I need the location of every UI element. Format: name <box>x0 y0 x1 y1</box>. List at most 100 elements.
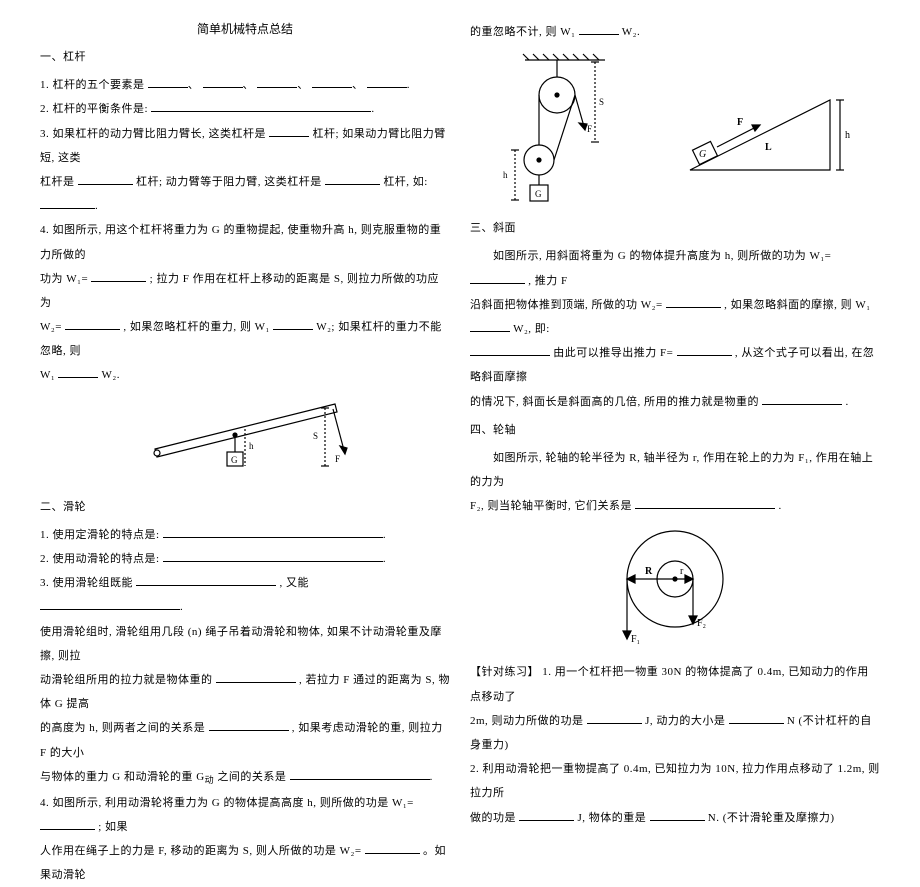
text: 的高度为 h, 则两者之间的关系是 <box>40 722 205 734</box>
blank <box>163 526 383 538</box>
blank <box>312 76 352 88</box>
blank <box>136 574 276 586</box>
text: J, 物体的重是 <box>578 812 647 824</box>
text: 之间的关系是 <box>217 771 286 783</box>
blank <box>365 842 420 854</box>
text: 杠杆; 动力臂等于阻力臂, 这类杠杆是 <box>136 176 322 188</box>
text: 4. 如图所示, 用这个杠杆将重力为 G 的重物提起, 使重物升高 h, 则克服… <box>40 224 441 260</box>
svg-text:F₂: F₂ <box>697 618 706 629</box>
text: ; 如果 <box>98 821 128 833</box>
svg-text:S: S <box>599 97 604 107</box>
sec2-p4: 4. 如图所示, 利用动滑轮将重力为 G 的物体提高高度 h, 则所做的功是 W… <box>40 791 450 839</box>
sec2-p3-4: 的高度为 h, 则两者之间的关系是 , 如果考虑动滑轮的重, 则拉力 F 的大小 <box>40 716 450 764</box>
sec1-p4-3: W₂= , 如果忽略杠杆的重力, 则 W₁ W₂; 如果杠杆的重力不能忽略, 则 <box>40 315 450 363</box>
text: 由此可以推导出推力 F= <box>553 347 673 359</box>
text: 4. 如图所示, 利用动滑轮将重力为 G 的物体提高高度 h, 则所做的功是 W… <box>40 797 414 809</box>
blank <box>635 497 775 509</box>
page-title: 简单机械特点总结 <box>40 20 450 37</box>
section-3-heading: 三、斜面 <box>470 216 880 240</box>
blank <box>40 818 95 830</box>
figure-lever: G h S F <box>135 394 355 489</box>
sec2-p3: 3. 使用滑轮组既能 , 又能 . <box>40 571 450 619</box>
text: 3. 使用滑轮组既能 <box>40 577 133 589</box>
blank <box>587 712 642 724</box>
svg-text:S: S <box>313 431 318 441</box>
left-column: 简单机械特点总结 一、杠杆 1. 杠杆的五个要素是 、 、 、 、 . 2. 杠… <box>30 20 460 630</box>
text: 2. 利用动滑轮把一重物提高了 0.4m, 已知拉力为 10N, 拉力作用点移动… <box>470 763 880 799</box>
text: 2. 杠杆的平衡条件是: <box>40 103 148 115</box>
text: 【针对练习】 <box>470 666 539 678</box>
blank <box>762 393 842 405</box>
svg-text:F₁: F₁ <box>631 634 640 645</box>
svg-text:R: R <box>645 566 653 577</box>
text: 杠杆, 如: <box>383 176 428 188</box>
blank <box>273 318 313 330</box>
sec4-p1: 如图所示, 轮轴的轮半径为 R, 轴半径为 r, 作用在轮上的力为 F₁, 作用… <box>470 446 880 494</box>
sec3-p1-4: 的情况下, 斜面长是斜面高的几倍, 所用的推力就是物重的 . <box>470 390 880 414</box>
text: , 又能 <box>280 577 310 589</box>
text: W₂= <box>40 321 62 333</box>
blank <box>148 76 188 88</box>
text: 沿斜面把物体推到顶端, 所做的功 W₂= <box>470 299 663 311</box>
blank <box>163 550 383 562</box>
practice-p2-2: 做的功是 J, 物体的重是 N. (不计滑轮重及摩擦力) <box>470 806 880 830</box>
sec1-p3-2: 杠杆是 杠杆; 动力臂等于阻力臂, 这类杠杆是 杠杆, 如: . <box>40 170 450 218</box>
text: W₂. <box>622 26 640 38</box>
text: 2m, 则动力所做的功是 <box>470 715 584 727</box>
sub: 动 <box>205 775 215 785</box>
practice-heading: 【针对练习】 1. 用一个杠杆把一物重 30N 的物体提高了 0.4m, 已知动… <box>470 660 880 708</box>
text: 1. 杠杆的五个要素是 <box>40 79 145 91</box>
text: 与物体的重力 G 和动滑轮的重 G <box>40 771 205 783</box>
sec3-p1: 如图所示, 用斜面将重为 G 的物体提升高度为 h, 则所做的功为 W₁= , … <box>470 244 880 292</box>
blank <box>58 366 98 378</box>
blank <box>216 671 296 683</box>
text: 人作用在绳子上的力是 F, 移动的距离为 S, 则人所做的功是 W₂= <box>40 845 362 857</box>
text: 如图所示, 轮轴的轮半径为 R, 轴半径为 r, 作用在轮上的力为 F₁, 作用… <box>470 452 873 488</box>
text: 3. 如果杠杆的动力臂比阻力臂长, 这类杠杆是 <box>40 128 266 140</box>
svg-text:F: F <box>587 124 592 134</box>
col2-topline: 的重忽略不计, 则 W₁ W₂. <box>470 20 880 44</box>
blank <box>666 296 721 308</box>
blank <box>40 197 95 209</box>
text: 杠杆是 <box>40 176 75 188</box>
blank <box>290 768 430 780</box>
right-column: 的重忽略不计, 则 W₁ W₂. G <box>460 20 890 630</box>
text: 动滑轮组所用的拉力就是物体重的 <box>40 674 213 686</box>
svg-text:h: h <box>249 441 254 451</box>
blank <box>470 344 550 356</box>
sec4-p1-2: F₂, 则当轮轴平衡时, 它们关系是 . <box>470 494 880 518</box>
blank <box>209 719 289 731</box>
sec1-p4-2: 功为 W₁= ; 拉力 F 作用在杠杆上移动的距离是 S, 则拉力所做的功应为 <box>40 267 450 315</box>
sec2-p4-2: 人作用在绳子上的力是 F, 移动的距离为 S, 则人所做的功是 W₂= 。如果动… <box>40 839 450 887</box>
blank <box>470 272 525 284</box>
blank <box>677 344 732 356</box>
sec1-p1: 1. 杠杆的五个要素是 、 、 、 、 . <box>40 73 450 97</box>
section-2-heading: 二、滑轮 <box>40 495 450 519</box>
svg-text:h: h <box>503 170 508 180</box>
figure-wheel-axle: R r F₁ F₂ <box>595 524 755 654</box>
text: . <box>846 396 849 408</box>
text: 使用滑轮组时, 滑轮组用几段 (n) 绳子吊着动滑轮和物体, 如果不计动滑轮重及… <box>40 626 442 662</box>
text: W₂, 即: <box>513 323 550 335</box>
svg-text:h: h <box>845 130 850 141</box>
sec1-p4-4: W₁ W₂. <box>40 363 450 387</box>
blank <box>579 23 619 35</box>
sec1-p4: 4. 如图所示, 用这个杠杆将重力为 G 的重物提起, 使重物升高 h, 则克服… <box>40 218 450 266</box>
blank <box>325 173 380 185</box>
figure-row: G F S h G F L <box>470 50 880 210</box>
svg-text:F: F <box>335 454 340 464</box>
sec2-p3-2: 使用滑轮组时, 滑轮组用几段 (n) 绳子吊着动滑轮和物体, 如果不计动滑轮重及… <box>40 620 450 668</box>
section-1-heading: 一、杠杆 <box>40 45 450 69</box>
blank <box>257 76 297 88</box>
section-4-heading: 四、轮轴 <box>470 418 880 442</box>
sec1-p2: 2. 杠杆的平衡条件是: . <box>40 97 450 121</box>
text: 如图所示, 用斜面将重为 G 的物体提升高度为 h, 则所做的功为 W₁= <box>493 250 831 262</box>
text: F₂, 则当轮轴平衡时, 它们关系是 <box>470 500 632 512</box>
text: , 如果忽略斜面的摩擦, 则 W₁ <box>724 299 870 311</box>
text: 做的功是 <box>470 812 516 824</box>
svg-text:G: G <box>535 189 542 199</box>
text: N. (不计滑轮重及摩擦力) <box>708 812 835 824</box>
text: W₂. <box>102 369 120 381</box>
blank <box>40 598 180 610</box>
blank <box>78 173 133 185</box>
